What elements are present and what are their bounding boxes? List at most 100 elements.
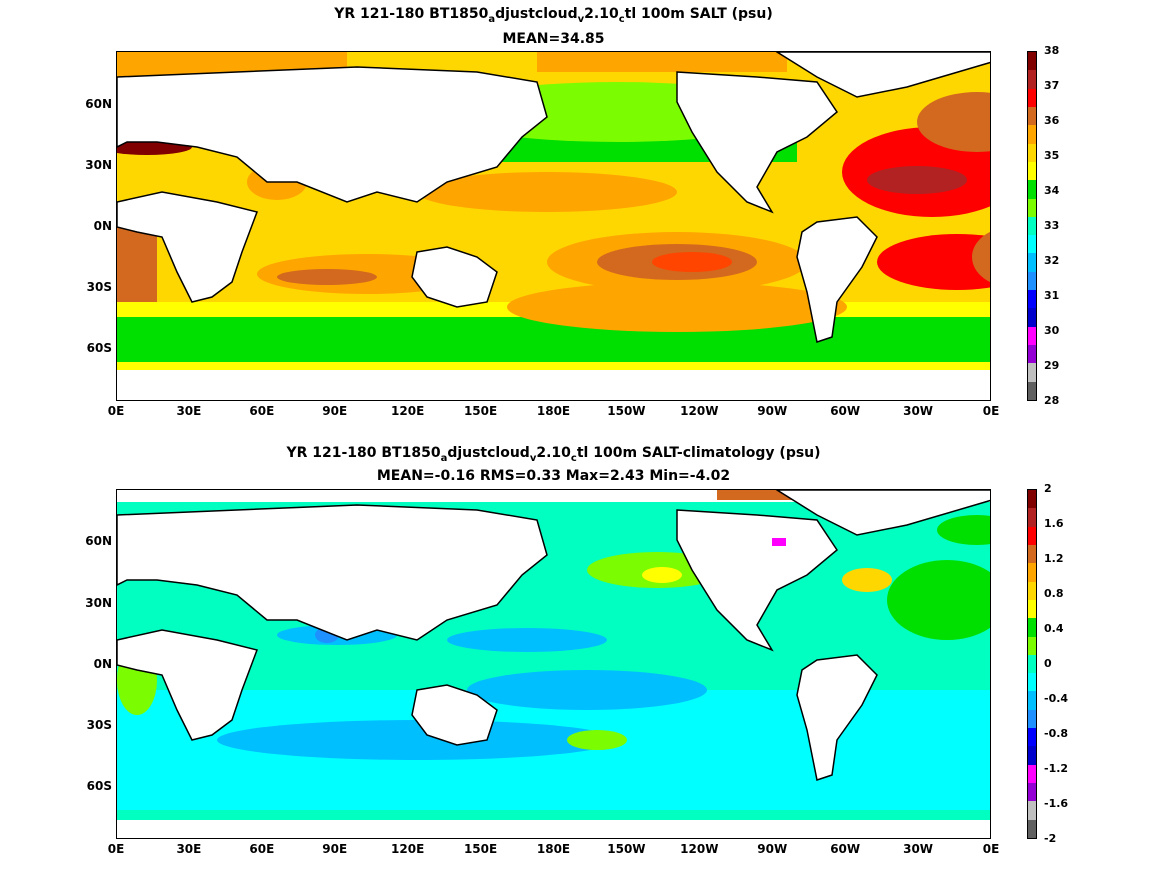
- y-tick-label: 60S: [86, 341, 112, 355]
- colorbar-swatch: [1028, 581, 1036, 600]
- colorbar-label: 37: [1044, 79, 1060, 92]
- colorbar-swatch: [1028, 783, 1036, 802]
- colorbar-swatch: [1028, 526, 1036, 545]
- colorbar-swatch: [1028, 363, 1036, 382]
- colorbar-swatch: [1028, 673, 1036, 692]
- colorbar-swatch: [1028, 143, 1036, 162]
- colorbar-anomaly: [1027, 489, 1037, 839]
- colorbar-swatch: [1028, 764, 1036, 783]
- x-tick-label: 30E: [176, 404, 202, 418]
- colorbar-swatch: [1028, 271, 1036, 291]
- colorbar-label: 35: [1044, 149, 1060, 162]
- x-tick-label: 90E: [322, 842, 348, 856]
- x-tick-label: 0E: [982, 404, 1000, 418]
- colorbar-label: 1.6: [1044, 517, 1064, 530]
- colorbar-label: -0.4: [1044, 692, 1069, 705]
- x-tick-label: 60W: [830, 404, 861, 418]
- colorbar-swatch: [1028, 70, 1036, 89]
- x-tick-label: 120E: [391, 842, 425, 856]
- colorbar-swatch: [1028, 599, 1036, 619]
- y-tick-label: 30N: [85, 596, 112, 610]
- x-tick-label: 90W: [757, 842, 788, 856]
- colorbar-swatch: [1028, 728, 1036, 747]
- colorbar-swatch: [1028, 490, 1036, 509]
- x-tick-label: 120W: [680, 404, 719, 418]
- colorbar-swatch: [1028, 691, 1036, 710]
- colorbar-swatch: [1028, 709, 1036, 729]
- colorbar-swatch: [1028, 198, 1036, 217]
- x-tick-label: 150W: [607, 842, 646, 856]
- x-tick-label: 0E: [982, 842, 1000, 856]
- colorbar-swatch: [1028, 216, 1036, 236]
- colorbar-label: 31: [1044, 289, 1060, 302]
- colorbar-swatch: [1028, 161, 1036, 181]
- x-tick-label: 30E: [176, 842, 202, 856]
- colorbar-swatch: [1028, 636, 1036, 655]
- panel2-subtitle: MEAN=-0.16 RMS=0.33 Max=2.43 Min=-4.02: [376, 468, 731, 484]
- colorbar-swatch: [1028, 125, 1036, 144]
- y-tick-label: 60N: [85, 97, 112, 111]
- colorbar-label: 2: [1044, 482, 1052, 495]
- colorbar-swatch: [1028, 544, 1036, 564]
- x-tick-label: 150W: [607, 404, 646, 418]
- colorbar-label: 1.2: [1044, 552, 1064, 565]
- x-tick-label: 90W: [757, 404, 788, 418]
- colorbar-swatch: [1028, 52, 1036, 71]
- y-tick-label: 60N: [85, 534, 112, 548]
- y-tick-label: 30N: [85, 158, 112, 172]
- colorbar-swatch: [1028, 235, 1036, 254]
- y-tick-label: 30S: [86, 718, 112, 732]
- colorbar-label: -0.8: [1044, 727, 1069, 740]
- x-tick-label: 60E: [249, 404, 275, 418]
- colorbar-label: -2: [1044, 832, 1057, 845]
- x-tick-label: 60E: [249, 842, 275, 856]
- colorbar-swatch: [1028, 180, 1036, 199]
- colorbar-label: 0.8: [1044, 587, 1064, 600]
- x-tick-label: 90E: [322, 404, 348, 418]
- colorbar-swatch: [1028, 326, 1036, 345]
- salinity-anomaly-map: [116, 489, 991, 839]
- colorbar-swatch: [1028, 654, 1036, 674]
- x-tick-label: 180E: [536, 842, 571, 856]
- colorbar-label: 33: [1044, 219, 1060, 232]
- colorbar-swatch: [1028, 106, 1036, 126]
- colorbar-swatch: [1028, 508, 1036, 527]
- colorbar-label: -1.2: [1044, 762, 1069, 775]
- x-tick-label: 150E: [463, 404, 498, 418]
- colorbar-swatch: [1028, 253, 1036, 272]
- colorbar-label: 34: [1044, 184, 1060, 197]
- colorbar-swatch: [1028, 801, 1036, 820]
- colorbar-swatch: [1028, 290, 1036, 309]
- salinity-map: [116, 51, 991, 401]
- colorbar-label: 29: [1044, 359, 1060, 372]
- x-tick-label: 60W: [830, 842, 861, 856]
- y-tick-label: 30S: [86, 280, 112, 294]
- x-tick-label: 120W: [680, 842, 719, 856]
- colorbar-swatch: [1028, 819, 1036, 838]
- panel2-title: YR 121-180 BT1850adjustcloudv2.10ctl 100…: [286, 445, 821, 464]
- colorbar-salinity: [1027, 51, 1037, 401]
- x-tick-label: 30W: [903, 404, 934, 418]
- x-tick-label: 150E: [463, 842, 498, 856]
- x-tick-label: 0E: [107, 842, 125, 856]
- colorbar-label: 36: [1044, 114, 1060, 127]
- x-tick-label: 120E: [391, 404, 425, 418]
- colorbar-swatch: [1028, 381, 1036, 400]
- colorbar-label: 32: [1044, 254, 1060, 267]
- panel1-title: YR 121-180 BT1850adjustcloudv2.10ctl 100…: [334, 6, 773, 25]
- colorbar-label: 30: [1044, 324, 1060, 337]
- colorbar-label: 38: [1044, 44, 1060, 57]
- colorbar-swatch: [1028, 618, 1036, 637]
- y-tick-label: 0N: [93, 219, 112, 233]
- y-tick-label: 60S: [86, 779, 112, 793]
- colorbar-label: 0.4: [1044, 622, 1064, 635]
- x-tick-label: 180E: [536, 404, 571, 418]
- colorbar-swatch: [1028, 308, 1036, 327]
- colorbar-label: 28: [1044, 394, 1060, 407]
- colorbar-label: -1.6: [1044, 797, 1069, 810]
- x-tick-label: 0E: [107, 404, 125, 418]
- colorbar-swatch: [1028, 345, 1036, 364]
- colorbar-swatch: [1028, 88, 1036, 107]
- y-tick-label: 0N: [93, 657, 112, 671]
- panel1-subtitle: MEAN=34.85: [502, 31, 605, 47]
